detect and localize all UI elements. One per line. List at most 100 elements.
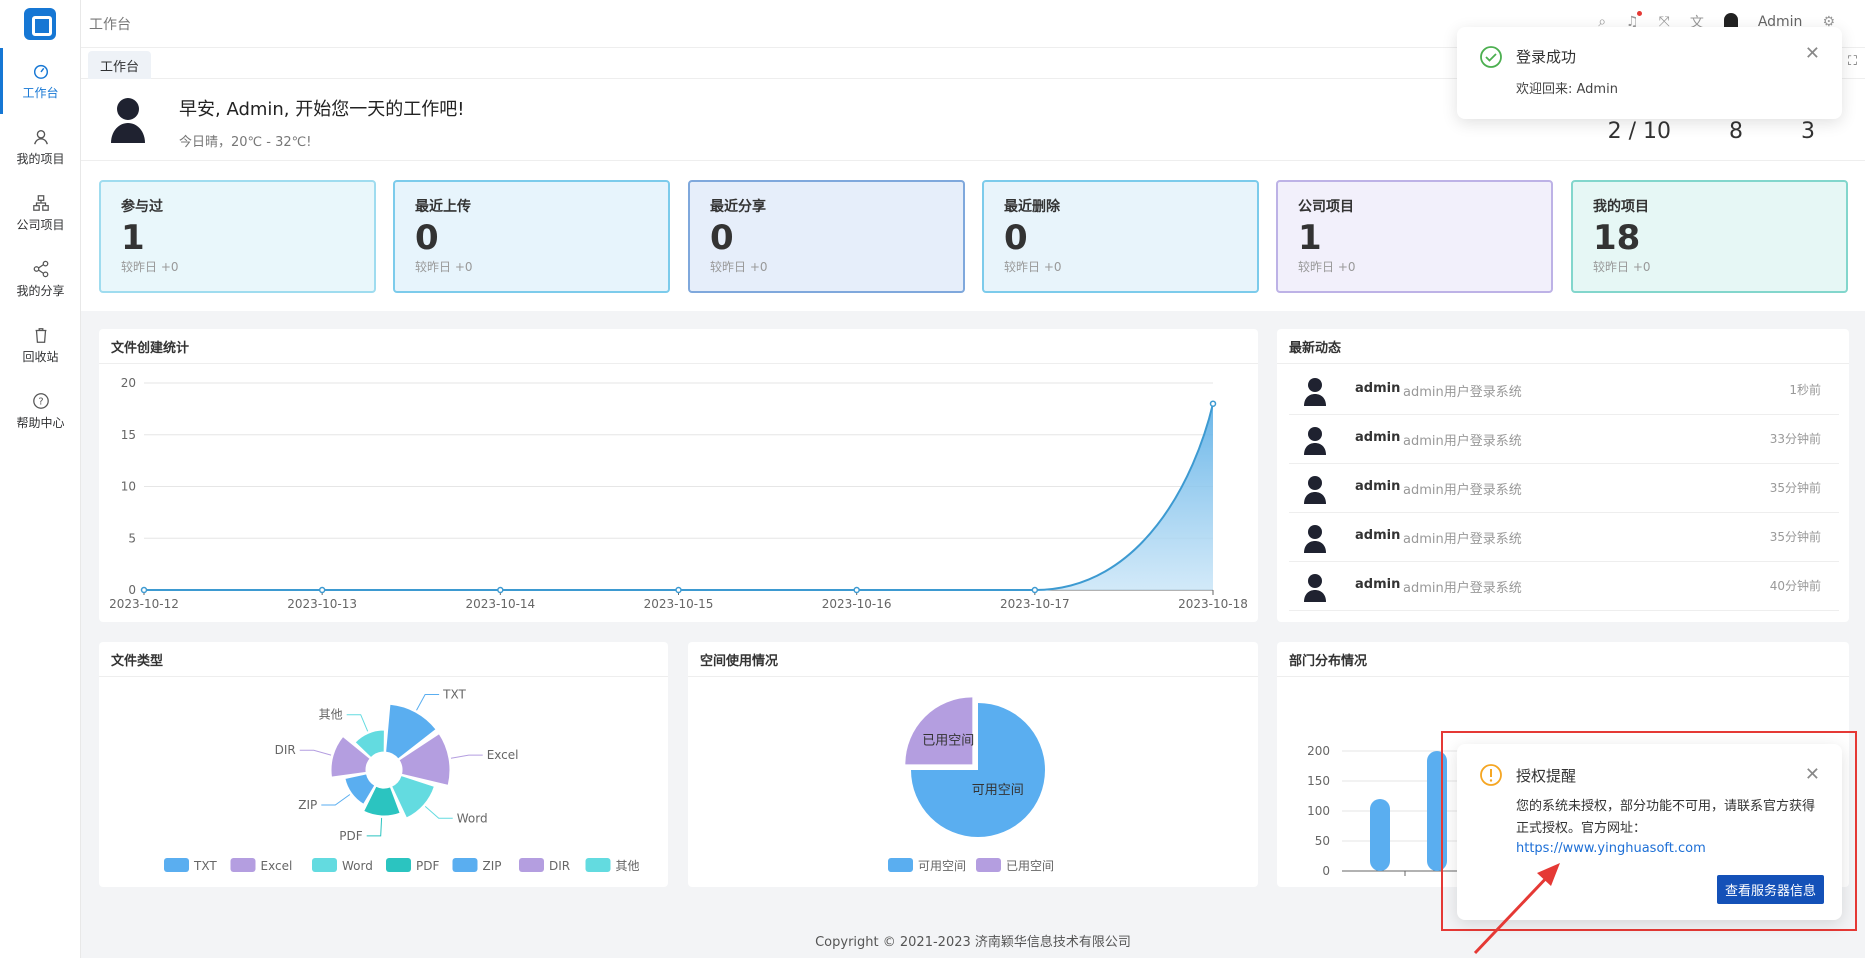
sidebar: 工作台 我的项目 公司项目 我的分享 回收站 ? 帮助中心 — [0, 0, 81, 958]
close-icon[interactable]: ✕ — [1804, 764, 1820, 785]
avatar[interactable] — [1723, 13, 1738, 31]
legend-swatch — [585, 858, 611, 872]
activity-msg: admin用户登录系统 — [1403, 434, 1522, 449]
divider — [1277, 676, 1849, 677]
notification-dot — [1636, 11, 1642, 16]
card-title: 最近上传 — [415, 199, 471, 215]
pie-slice — [354, 729, 385, 759]
legend-swatch — [976, 858, 1001, 872]
license-reminder-toast: 授权提醒 您的系统未授权，部分功能不可用，请联系官方获得正式授权。官方网址： h… — [1457, 744, 1842, 920]
data-point — [1209, 400, 1217, 407]
series-line — [144, 403, 1214, 591]
card-sub: 较昨日 +0 — [1593, 260, 1651, 274]
highlight-box — [1441, 731, 1857, 931]
divider — [688, 676, 1258, 677]
slice-label: 其他 — [319, 708, 343, 722]
activity-name: admin — [1355, 430, 1401, 445]
settings-icon[interactable]: ⚙ — [1822, 14, 1835, 30]
card-value: 0 — [710, 218, 734, 258]
activity-row: admin admin用户登录系统 40分钟前 — [1289, 562, 1839, 611]
y-tick-label: 0 — [128, 583, 136, 597]
search-icon[interactable]: ⌕ — [1598, 14, 1607, 30]
weather-text: 今日晴，20℃ - 32℃! — [179, 135, 312, 150]
x-tick-label: 2023-10-16 — [822, 597, 892, 611]
panel-title: 文件类型 — [111, 654, 164, 669]
card-value: 0 — [1004, 218, 1028, 258]
pie-slice — [344, 773, 376, 806]
user-avatar-icon — [1304, 476, 1326, 504]
view-server-info-button[interactable]: 查看服务器信息 — [1716, 875, 1824, 904]
stat-card-recent-delete[interactable]: 最近删除 0 较昨日 +0 — [982, 180, 1259, 293]
user-icon — [33, 129, 48, 144]
legend-label: TXT — [193, 859, 217, 873]
file-stats-chart[interactable]: 0 5 10 15 20 2023-10-12 2023-10-13 2023-10-14 20… — [99, 329, 1258, 622]
slice-label: 可用空间 — [972, 783, 1024, 798]
username[interactable]: Admin — [1757, 14, 1803, 30]
legend-label: DIR — [549, 859, 570, 873]
sidebar-item-my-shares[interactable]: 我的分享 — [0, 246, 81, 312]
stat-card-participated[interactable]: 参与过 1 较昨日 +0 — [99, 180, 376, 293]
label-line — [416, 693, 440, 711]
sidebar-item-my-projects[interactable]: 我的项目 — [0, 114, 81, 180]
official-site-link[interactable]: https://www.yinghuasoft.com — [1516, 841, 1706, 856]
card-sub: 较昨日 +0 — [710, 260, 768, 274]
slice-label: PDF — [339, 829, 362, 843]
user-avatar-icon — [1304, 525, 1326, 553]
dashboard-icon — [33, 64, 48, 79]
sidebar-item-label: 我的分享 — [16, 283, 65, 298]
stat-card-recent-upload[interactable]: 最近上传 0 较昨日 +0 — [393, 180, 670, 293]
activity-panel: 最新动态 admin admin用户登录系统 1秒前 admin admin用户登录系统… — [1277, 329, 1849, 622]
space-usage-panel: 空间使用情况 可用空间 已用空间 可用空间 已用空间 — [688, 642, 1258, 887]
file-stats-panel: 文件创建统计 0 5 10 15 20 2023-10-12 2023-10-13 2023-… — [99, 329, 1258, 622]
activity-row: admin admin用户登录系统 1秒前 — [1289, 366, 1839, 415]
card-sub: 较昨日 +0 — [1004, 260, 1062, 274]
sidebar-item-company-projects[interactable]: 公司项目 — [0, 180, 81, 246]
card-title: 最近分享 — [710, 199, 766, 215]
card-value: 1 — [1298, 218, 1322, 258]
fullscreen-icon[interactable]: ⤧ — [1658, 14, 1670, 30]
card-value: 18 — [1593, 218, 1641, 258]
stat-card-company-projects[interactable]: 公司项目 1 较昨日 +0 — [1276, 180, 1553, 293]
file-types-panel: 文件类型 TXT Excel Word PDF ZIP DIR 其他 TXT Excel Word… — [99, 642, 668, 887]
sidebar-item-recycle-bin[interactable]: 回收站 — [0, 312, 81, 378]
stat-cards-area — [81, 161, 1865, 311]
file-types-chart[interactable]: TXT Excel Word PDF ZIP DIR 其他 TXT Excel Word PDF ZI… — [99, 642, 668, 887]
toast-title: 登录成功 — [1516, 48, 1577, 66]
pie-slice — [905, 697, 973, 765]
legend-label: 可用空间 — [918, 859, 966, 873]
app-logo[interactable] — [24, 8, 56, 40]
activity-time: 33分钟前 — [1769, 432, 1821, 446]
legend-label: PDF — [416, 859, 439, 873]
legend-swatch — [164, 858, 189, 872]
expand-icon[interactable]: ⛶ — [1847, 54, 1857, 69]
label-line — [299, 749, 332, 756]
data-point — [1031, 586, 1039, 594]
x-tick-label: 2023-10-14 — [465, 597, 535, 611]
toast-body: 您的系统未授权，部分功能不可用，请联系官方获得正式授权。官方网址： — [1516, 799, 1816, 836]
success-check-icon — [1480, 46, 1502, 68]
pie-slice — [330, 735, 371, 778]
y-tick-label: 5 — [128, 531, 136, 545]
panel-title: 文件创建统计 — [111, 341, 190, 356]
tab-dashboard[interactable]: 工作台 — [88, 51, 151, 79]
stat-card-recent-share[interactable]: 最近分享 0 较昨日 +0 — [688, 180, 965, 293]
svg-text:?: ? — [38, 396, 43, 407]
bell-icon[interactable]: ♫ — [1626, 11, 1642, 30]
bar — [1370, 799, 1390, 871]
y-tick-label: 15 — [121, 428, 136, 442]
activity-name: admin — [1355, 577, 1401, 592]
card-value: 1 — [121, 218, 145, 258]
pie-slice — [390, 774, 436, 819]
activity-name: admin — [1355, 479, 1401, 494]
activity-time: 35分钟前 — [1769, 481, 1821, 495]
sidebar-item-label: 工作台 — [22, 85, 59, 100]
legend-swatch — [386, 858, 411, 872]
sidebar-item-help[interactable]: ? 帮助中心 — [0, 378, 81, 444]
activity-time: 1秒前 — [1789, 383, 1821, 397]
stat-card-my-projects[interactable]: 我的项目 18 较昨日 +0 — [1571, 180, 1848, 293]
login-success-toast: 登录成功 欢迎回来: Admin ✕ — [1457, 27, 1842, 119]
close-icon[interactable]: ✕ — [1804, 43, 1820, 64]
data-point — [853, 586, 860, 594]
sidebar-item-dashboard[interactable]: 工作台 — [0, 48, 81, 114]
